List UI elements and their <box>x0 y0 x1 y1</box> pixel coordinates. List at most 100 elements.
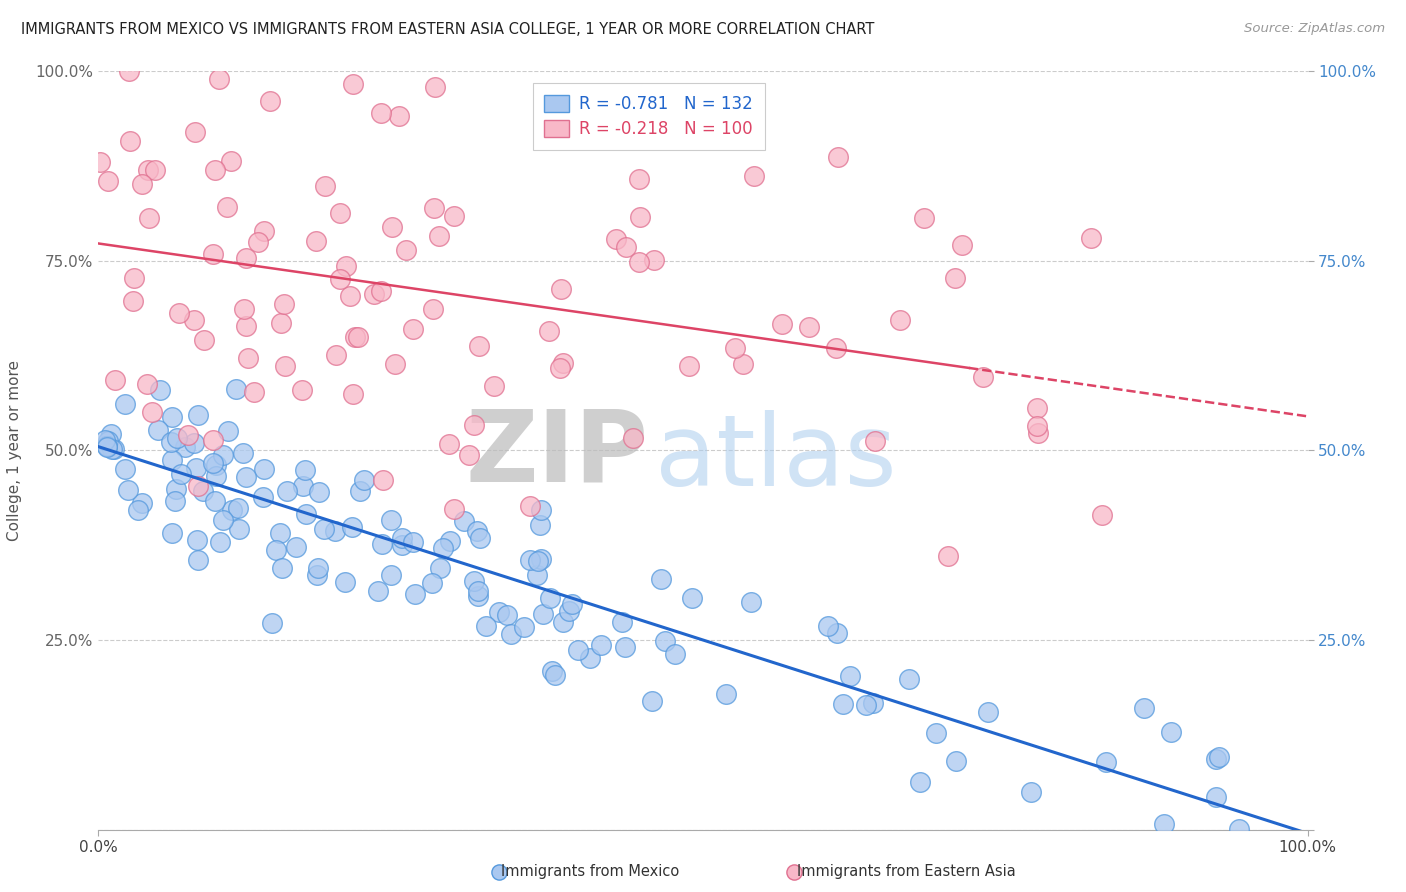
Point <box>274 359 297 374</box>
Point <box>889 313 911 327</box>
Point <box>1205 789 1227 804</box>
Point <box>613 640 636 654</box>
Point <box>253 224 276 238</box>
Point <box>439 533 461 548</box>
Point <box>391 531 413 545</box>
Point <box>131 178 153 192</box>
Point <box>127 503 149 517</box>
Point <box>160 526 183 541</box>
Point <box>388 109 411 123</box>
Point <box>402 534 425 549</box>
Point <box>305 568 328 582</box>
Point <box>453 514 475 528</box>
Point <box>97 174 120 188</box>
Point <box>114 397 136 411</box>
Point <box>621 432 644 446</box>
Point <box>187 479 209 493</box>
Point <box>174 441 197 455</box>
Point <box>530 552 553 566</box>
Point <box>945 754 967 768</box>
Point <box>284 540 307 554</box>
Point <box>519 553 541 567</box>
Point <box>89 154 111 169</box>
Point <box>898 673 921 687</box>
Point <box>558 604 581 618</box>
Point <box>270 316 292 330</box>
Point <box>664 647 686 661</box>
Point <box>862 696 884 710</box>
Point <box>527 554 550 568</box>
Point <box>308 485 330 500</box>
Point <box>610 615 633 629</box>
Point <box>211 513 233 527</box>
Point <box>325 347 347 361</box>
Text: Immigrants from Eastern Asia: Immigrants from Eastern Asia <box>797 864 1017 879</box>
Point <box>831 698 853 712</box>
Point <box>314 178 336 193</box>
Point <box>770 318 793 332</box>
Point <box>551 615 574 629</box>
Point <box>936 549 959 563</box>
Point <box>1160 724 1182 739</box>
Point <box>422 201 444 215</box>
Point <box>225 382 247 396</box>
Point <box>264 542 287 557</box>
Point <box>292 479 315 493</box>
Point <box>380 513 402 527</box>
Point <box>236 351 259 365</box>
Point <box>131 496 153 510</box>
Point <box>716 687 738 701</box>
Point <box>817 619 839 633</box>
Point <box>468 531 491 545</box>
Point <box>380 568 402 582</box>
Point <box>628 210 651 224</box>
Point <box>262 615 284 630</box>
Point <box>579 651 602 665</box>
Point <box>458 448 481 462</box>
Point <box>235 319 257 334</box>
Point <box>187 408 209 422</box>
Point <box>1026 425 1049 440</box>
Point <box>138 211 160 225</box>
Point <box>370 285 392 299</box>
Point <box>335 260 357 274</box>
Point <box>201 433 224 447</box>
Point <box>561 598 583 612</box>
Point <box>193 483 215 498</box>
Point <box>371 537 394 551</box>
Point <box>1133 701 1156 715</box>
Point <box>201 456 224 470</box>
Point <box>724 341 747 355</box>
Point <box>972 370 994 384</box>
Point <box>346 330 368 344</box>
Legend: R = -0.781   N = 132, R = -0.218   N = 100: R = -0.781 N = 132, R = -0.218 N = 100 <box>533 84 765 150</box>
Point <box>1205 752 1227 766</box>
Point <box>232 446 254 460</box>
Point <box>183 313 205 327</box>
Point <box>530 503 553 517</box>
Point <box>193 333 215 347</box>
Point <box>950 238 973 252</box>
Point <box>204 163 226 178</box>
Point <box>380 219 402 234</box>
Point <box>114 461 136 475</box>
Point <box>420 575 443 590</box>
Point <box>148 423 170 437</box>
Point <box>166 431 188 445</box>
Point <box>162 452 184 467</box>
Point <box>855 698 877 712</box>
Point <box>1019 785 1042 799</box>
Point <box>404 587 426 601</box>
Point <box>678 359 700 373</box>
Point <box>977 705 1000 719</box>
Point <box>924 726 946 740</box>
Point <box>104 373 127 387</box>
Point <box>353 473 375 487</box>
Point <box>1080 231 1102 245</box>
Point <box>135 377 157 392</box>
Point <box>342 386 364 401</box>
Point <box>467 589 489 603</box>
Point <box>541 664 564 678</box>
Point <box>370 105 392 120</box>
Point <box>640 694 662 708</box>
